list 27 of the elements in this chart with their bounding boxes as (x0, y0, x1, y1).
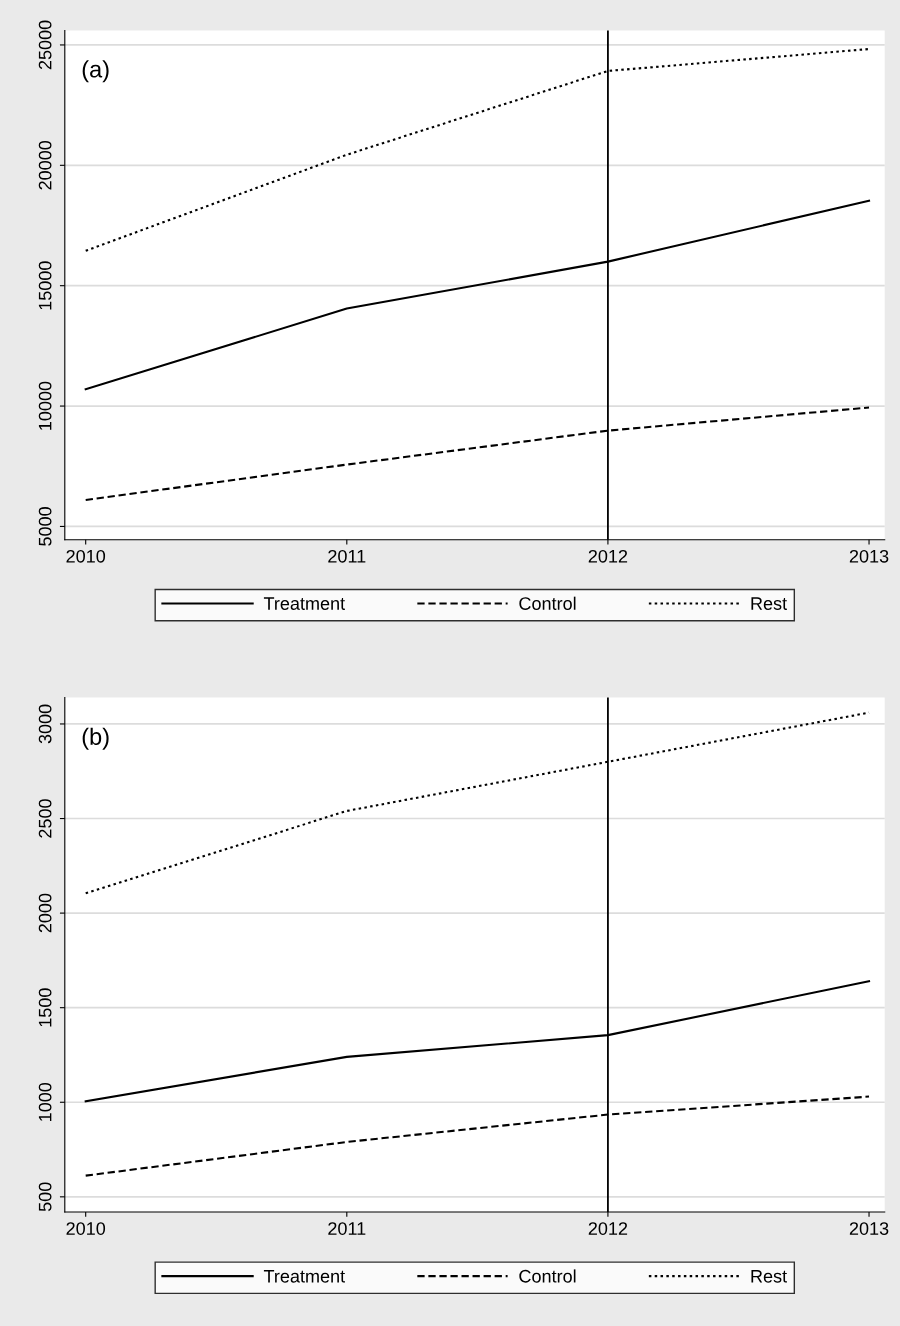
y-tick-label: 2000 (38, 893, 52, 933)
y-tick-label: 500 (38, 1182, 52, 1212)
y-tick-label: 2500 (38, 799, 52, 838)
x-tick-label: 2013 (849, 1222, 889, 1235)
x-tick-label: 2011 (328, 549, 366, 563)
annotation: (a) (82, 60, 109, 83)
x-tick-label: 2010 (66, 549, 106, 563)
x-tick-label: 2011 (328, 1222, 366, 1235)
y-tick-label: 25000 (38, 20, 52, 70)
y-tick-label: 20000 (38, 140, 52, 190)
annotation: (b) (82, 727, 109, 750)
legend-label: Rest (751, 1270, 787, 1283)
y-tick-label: 10000 (38, 381, 52, 430)
y-tick-label: 1500 (38, 988, 52, 1027)
y-tick-label: 1000 (38, 1082, 52, 1121)
legend-label: Treatment (263, 597, 345, 610)
x-tick-label: 2013 (849, 549, 889, 563)
y-tick-label: 5000 (38, 507, 52, 546)
y-tick-label: 3000 (38, 704, 52, 744)
x-tick-label: 2012 (588, 1222, 628, 1235)
legend-label: Treatment (263, 1270, 345, 1283)
x-tick-label: 2012 (588, 549, 628, 563)
x-tick-label: 2010 (66, 1222, 106, 1235)
legend-label: Control (519, 596, 576, 610)
legend-label: Control (519, 1269, 576, 1283)
legend-label: Rest (751, 597, 787, 610)
y-tick-label: 15000 (38, 261, 52, 310)
